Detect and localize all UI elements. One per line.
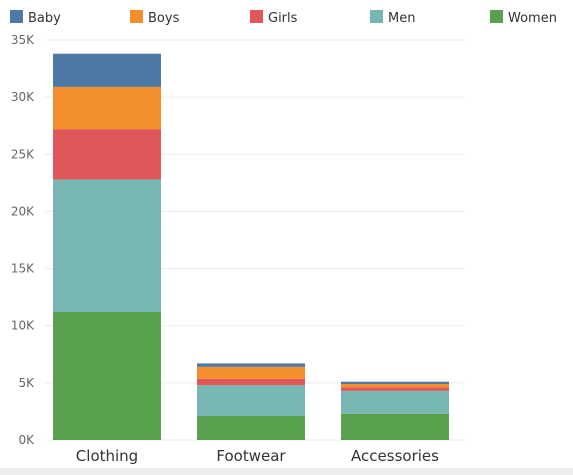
- bar-segment-footwear-women: [197, 416, 305, 440]
- legend-label-women: Women: [508, 11, 557, 26]
- legend-label-boys: Boys: [148, 11, 180, 26]
- legend-label-men: Men: [388, 11, 415, 26]
- x-category-label: Accessories: [351, 447, 439, 465]
- legend-label-baby: Baby: [28, 11, 61, 26]
- x-category-label: Clothing: [76, 447, 138, 465]
- bar-segment-footwear-boys: [197, 366, 305, 379]
- bar-segment-clothing-boys: [53, 86, 161, 130]
- y-tick-label: 35K: [11, 33, 35, 47]
- legend-label-girls: Girls: [268, 11, 298, 26]
- x-category-label: Footwear: [216, 447, 286, 465]
- y-tick-label: 20K: [11, 204, 35, 218]
- bar-segment-footwear-girls: [197, 378, 305, 386]
- bar-segment-clothing-girls: [53, 129, 161, 180]
- bar-segment-clothing-women: [53, 312, 161, 440]
- bar-segment-accessories-boys: [341, 384, 449, 388]
- y-tick-label: 25K: [11, 147, 35, 161]
- y-tick-label: 0K: [18, 433, 35, 447]
- bar-segment-accessories-baby: [341, 381, 449, 384]
- y-axis-ticks: 0K 5K 10K 15K 20K 25K 30K 35K: [11, 33, 35, 447]
- legend-swatch-girls: [250, 10, 263, 23]
- y-tick-label: 30K: [11, 90, 35, 104]
- bar-segment-clothing-men: [53, 179, 161, 312]
- y-tick-label: 10K: [11, 319, 35, 333]
- legend: Baby Boys Girls Men Women: [10, 10, 557, 26]
- bar-segment-accessories-women: [341, 413, 449, 440]
- bars: [53, 53, 449, 440]
- bar-segment-accessories-girls: [341, 387, 449, 391]
- legend-swatch-men: [370, 10, 383, 23]
- bar-segment-footwear-men: [197, 385, 305, 416]
- legend-swatch-baby: [10, 10, 23, 23]
- x-axis-labels: Clothing Footwear Accessories: [76, 447, 439, 465]
- y-tick-label: 15K: [11, 262, 35, 276]
- bar-segment-clothing-baby: [53, 53, 161, 87]
- bar-segment-accessories-men: [341, 390, 449, 414]
- y-tick-label: 5K: [18, 376, 35, 390]
- bottom-strip: [0, 468, 573, 475]
- legend-swatch-women: [490, 10, 503, 23]
- legend-swatch-boys: [130, 10, 143, 23]
- bar-segment-footwear-baby: [197, 363, 305, 367]
